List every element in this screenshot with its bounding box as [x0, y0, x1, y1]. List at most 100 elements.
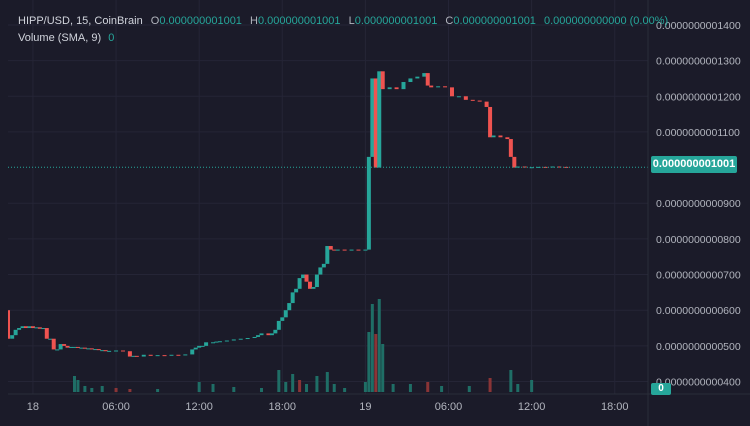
volume-bar: [291, 374, 295, 392]
chart-area[interactable]: 0.0000000001400 0.0000000001300 0.00000000…: [8, 0, 750, 426]
candle: [34, 327, 39, 329]
candle: [297, 278, 302, 289]
candle: [463, 96, 468, 100]
candle: [443, 86, 448, 88]
volume-indicator-label[interactable]: Volume (SMA, 9): [18, 32, 102, 44]
candle: [20, 326, 25, 329]
candle: [363, 249, 368, 251]
candle: [148, 354, 153, 356]
volume-bar: [197, 382, 201, 392]
candle: [13, 329, 18, 336]
volume-bar: [232, 387, 236, 392]
candle: [276, 320, 281, 330]
candle: [380, 71, 385, 90]
volume-bar: [408, 384, 412, 392]
candle: [103, 350, 108, 352]
low-key: L: [348, 15, 355, 27]
price-axis-label: 0.0000000001200: [656, 91, 741, 103]
candle: [238, 338, 243, 340]
candle: [93, 349, 98, 351]
candle: [484, 101, 489, 107]
volume-bar: [426, 382, 430, 392]
volume-bar: [284, 382, 288, 392]
candle: [44, 328, 49, 339]
close-key: C: [445, 15, 454, 27]
candle: [280, 317, 285, 321]
candle: [304, 274, 309, 282]
volume-bar: [76, 380, 80, 392]
candle: [27, 326, 32, 329]
candle: [10, 335, 15, 339]
candle: [51, 338, 56, 350]
candle: [498, 135, 503, 138]
candle: [214, 341, 219, 343]
price-axis-label: 0.0000000000500: [656, 341, 741, 353]
candle: [301, 274, 306, 279]
open-key: O: [150, 15, 160, 27]
candle: [477, 100, 482, 102]
candles: [8, 71, 569, 357]
candle: [505, 137, 510, 140]
volume-bar: [260, 388, 264, 392]
candle: [290, 292, 295, 304]
volume-bar: [488, 378, 492, 392]
volume-bar: [332, 384, 336, 392]
candle: [162, 355, 167, 357]
price-axis[interactable]: 0.0000000001400 0.0000000001300 0.00000000…: [656, 20, 741, 389]
candle: [48, 338, 53, 340]
candle: [456, 96, 461, 98]
candle: [422, 73, 427, 77]
candle: [529, 167, 534, 169]
volume-bar: [156, 389, 160, 392]
candle: [217, 341, 222, 343]
candle: [273, 329, 278, 334]
candle: [335, 249, 340, 251]
price-axis-label: 0.0000000000800: [656, 234, 741, 246]
volume-bar: [83, 386, 87, 392]
candlestick-chart[interactable]: 0.0000000001400 0.0000000001300 0.00000000…: [8, 0, 750, 426]
candle: [512, 156, 517, 168]
candle: [72, 346, 77, 348]
time-axis-label: 18: [27, 401, 39, 413]
candle: [449, 87, 454, 97]
volume-indicator-value: 0: [108, 32, 115, 44]
symbol-label[interactable]: HIPP/USD, 15, CoinBrain: [18, 15, 143, 27]
candle: [17, 328, 22, 330]
candle: [58, 344, 63, 350]
candle: [366, 156, 371, 250]
candle: [120, 350, 125, 352]
volume-bar: [377, 299, 381, 392]
candle: [79, 347, 84, 349]
candle: [557, 166, 562, 168]
candle: [307, 281, 312, 289]
candle: [231, 339, 236, 341]
candle: [55, 349, 60, 351]
volume-bar: [530, 380, 534, 392]
candle: [283, 310, 288, 318]
candle: [318, 267, 323, 275]
price-axis-label: 0.0000000001400: [656, 20, 741, 32]
candle: [294, 288, 299, 293]
candle: [321, 263, 326, 268]
legend-row-ohlc: HIPP/USD, 15, CoinBrain O0.000000001001 …: [18, 13, 668, 30]
time-axis[interactable]: 18 06:00 12:00 18:00 19 06:00 12:00 18:00: [27, 401, 629, 413]
volume-bar: [363, 382, 367, 392]
volume-bar: [305, 384, 309, 392]
price-axis-label: 0.0000000000600: [656, 305, 741, 317]
volume-bar: [100, 386, 104, 392]
candle: [100, 350, 105, 352]
volume-bar: [90, 388, 94, 392]
time-axis-label: 12:00: [518, 401, 546, 413]
candle: [245, 338, 250, 340]
candle: [488, 106, 493, 138]
high-key: H: [250, 15, 258, 27]
candle: [41, 328, 46, 330]
candle: [287, 303, 292, 311]
candle: [107, 350, 112, 352]
candle: [425, 73, 430, 86]
candle: [370, 78, 375, 157]
volume-bar: [391, 384, 395, 392]
volume-bar: [467, 386, 471, 392]
candle: [252, 336, 257, 339]
time-axis-label: 18:00: [269, 401, 297, 413]
